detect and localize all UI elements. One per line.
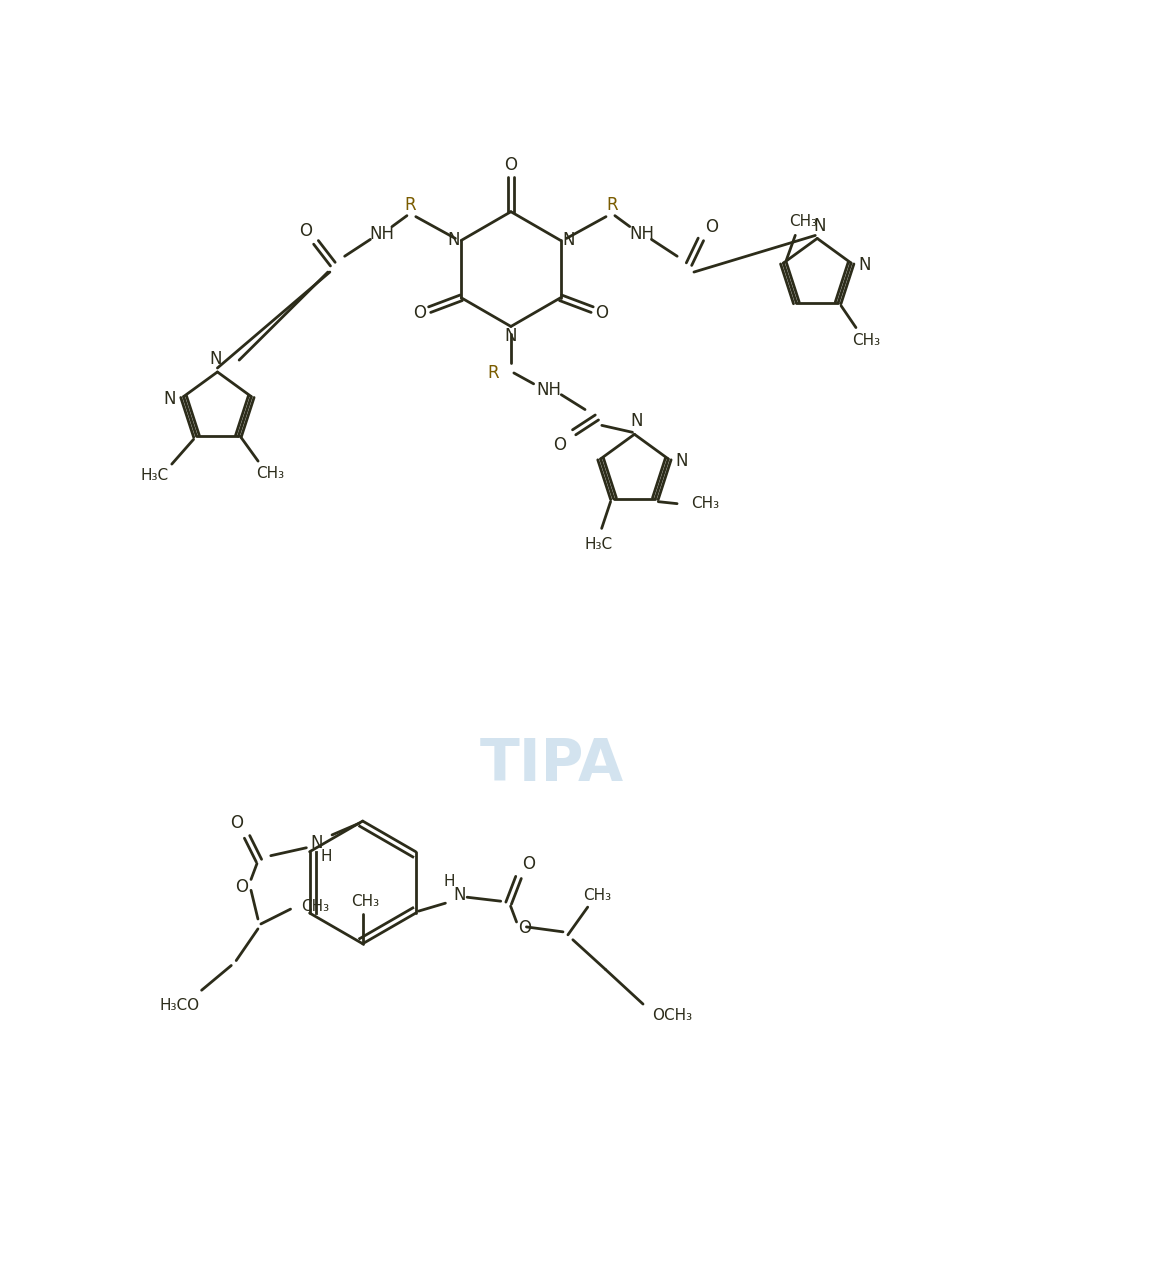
Text: O: O [298,223,311,241]
Text: N: N [209,350,222,368]
Text: NH: NH [370,225,394,243]
Text: OCH₃: OCH₃ [653,1009,693,1023]
Text: NH: NH [629,225,654,243]
Text: O: O [553,436,566,454]
Text: H: H [321,849,332,864]
Text: CH₃: CH₃ [690,497,718,511]
Text: NH: NH [537,381,561,399]
Text: N: N [505,327,518,345]
Text: O: O [505,156,518,174]
Text: O: O [235,878,248,896]
Text: TIPA: TIPA [480,736,625,793]
Text: CH₃: CH₃ [351,893,379,909]
Text: N: N [453,887,465,905]
Text: N: N [163,390,176,408]
Text: N: N [630,412,642,430]
Text: H₃C: H₃C [585,537,613,552]
Text: H₃CO: H₃CO [160,997,200,1013]
Text: H: H [444,874,456,889]
Text: N: N [447,232,459,250]
Text: O: O [518,919,531,937]
Text: O: O [522,855,535,873]
Text: O: O [706,218,718,236]
Text: R: R [487,364,499,382]
Text: O: O [230,815,243,831]
Text: N: N [812,216,825,234]
Text: R: R [404,196,416,214]
Text: H₃C: H₃C [141,468,169,484]
Text: CH₃: CH₃ [583,888,612,902]
Text: CH₃: CH₃ [789,214,817,229]
Text: CH₃: CH₃ [256,466,284,481]
Text: CH₃: CH₃ [302,898,330,914]
Text: N: N [858,256,871,274]
Text: N: N [310,834,323,852]
Text: O: O [595,304,608,322]
Text: R: R [606,196,618,214]
Text: CH₃: CH₃ [852,333,879,347]
Text: O: O [413,304,426,322]
Text: N: N [562,232,575,250]
Text: N: N [676,452,688,470]
